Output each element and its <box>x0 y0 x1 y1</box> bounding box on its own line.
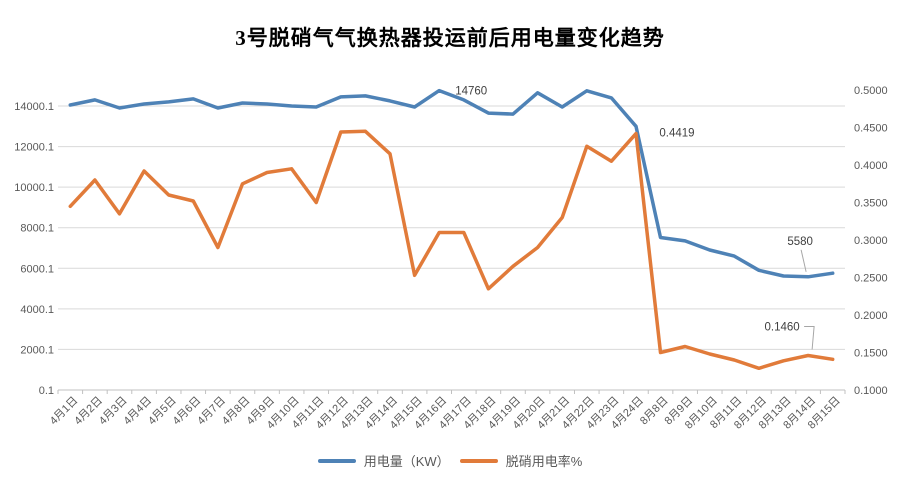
y-right-tick-label: 0.3000 <box>854 235 888 247</box>
gridlines <box>58 105 845 350</box>
data-label: 0.1460 <box>765 322 800 334</box>
legend-line-sample-consumption <box>317 458 356 463</box>
y-left-tick-label: 2000.1 <box>20 344 54 356</box>
legend-label-denox-rate: 脱硝用电率% <box>505 454 583 469</box>
annotation-leader-line <box>800 249 807 272</box>
y-left-tick-label: 12000.1 <box>14 142 54 154</box>
chart-legend: 用电量（KW） 脱硝用电率% <box>0 451 900 470</box>
x-axis <box>57 389 846 394</box>
legend-label-power-consumption: 用电量（KW） <box>363 454 450 469</box>
y-left-tick-label: 10000.1 <box>14 182 54 194</box>
y-right-tick-label: 0.2500 <box>854 273 888 285</box>
y-left-tick-label: 0.1 <box>39 385 54 397</box>
y-right-tick-label: 0.3500 <box>854 198 888 210</box>
legend-line-sample-denox-rate <box>459 458 498 463</box>
data-label: 5580 <box>787 236 813 248</box>
y-axis-right-labels: 0.5000 0.4500 0.4000 0.3500 0.3000 0.2500 0.20… <box>854 85 888 397</box>
chart-title: 3号脱硝气气换热器投运前后用电量变化趋势 <box>235 26 665 50</box>
series-line-denox-rate <box>68 129 835 371</box>
y-left-tick-label: 14000.1 <box>14 101 54 113</box>
y-right-tick-label: 0.4000 <box>854 160 888 172</box>
y-axis-left-labels: 14000.1 12000.1 10000.1 8000.1 6000.1 4000.1 2… <box>14 101 54 397</box>
y-right-tick-label: 0.5000 <box>854 85 888 97</box>
annotation-leader-line <box>804 326 815 350</box>
y-left-tick-label: 8000.1 <box>20 223 54 235</box>
y-right-tick-label: 0.1000 <box>854 385 888 397</box>
series-line-power-consumption <box>68 88 835 279</box>
y-right-tick-label: 0.1500 <box>854 348 888 360</box>
legend-item-power-consumption: 用电量（KW） <box>317 451 450 470</box>
x-axis-labels: 4月1日4月2日4月3日4月4日4月5日4月6日4月7日4月8日4月9日4月10… <box>48 395 843 432</box>
legend-item-denox-rate: 脱硝用电率% <box>459 451 583 470</box>
data-label: 14760 <box>455 86 487 98</box>
data-label: 0.4419 <box>659 128 694 140</box>
y-left-tick-label: 6000.1 <box>20 263 54 275</box>
y-right-tick-label: 0.2000 <box>854 310 888 322</box>
y-right-tick-label: 0.4500 <box>854 123 888 135</box>
y-left-tick-label: 4000.1 <box>20 304 54 316</box>
